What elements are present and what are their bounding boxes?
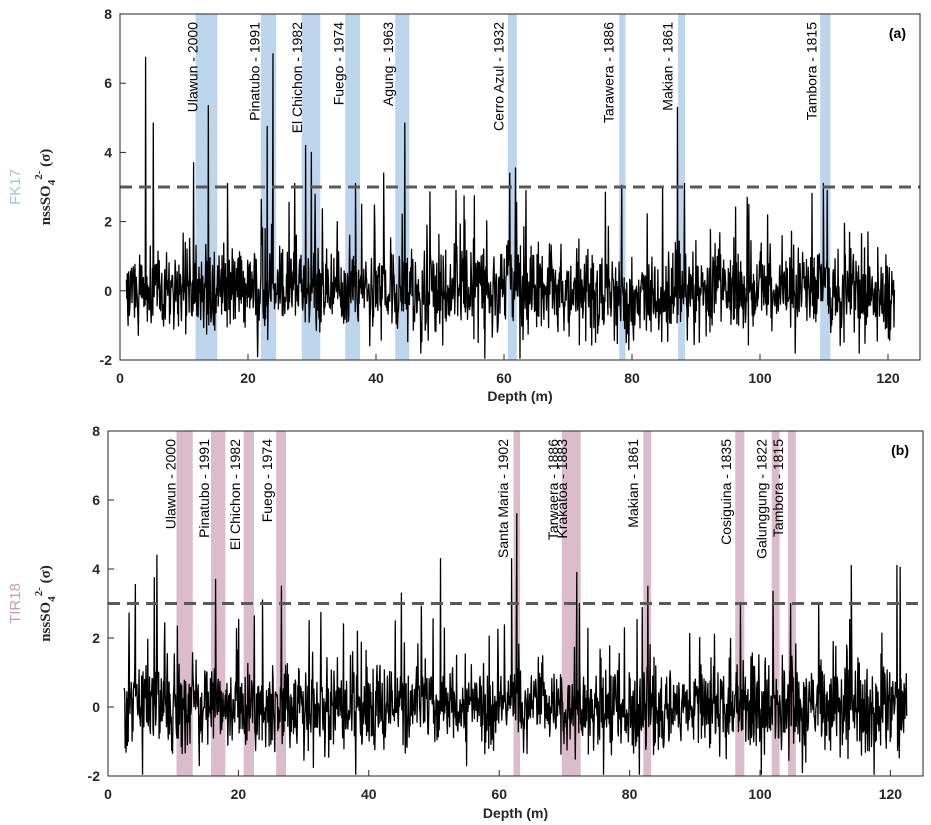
volcano-label: Tarwaera - 1886 [545, 439, 561, 540]
y-tick-label: 8 [92, 423, 100, 439]
x-tick-label: 120 [876, 370, 900, 386]
volcano-label: Ulawun - 2000 [184, 22, 200, 112]
y-axis-label-main: nssSO [38, 185, 54, 225]
y-tick-label: -2 [88, 768, 101, 784]
x-tick-label: 20 [240, 370, 256, 386]
volcano-label: Krakatoa - 1883 [554, 439, 570, 539]
y-axis-label-sup: 2- [33, 170, 45, 180]
y-tick-label: 6 [92, 492, 100, 508]
x-tick-label: 20 [231, 786, 247, 802]
x-tick-label: 60 [496, 370, 512, 386]
y-axis-label: nssSO42- (σ) [33, 149, 58, 226]
signal-series [123, 513, 908, 775]
record-name: FK17 [7, 169, 24, 205]
panel-label: (a) [889, 25, 906, 41]
volcano-label: Ulawun - 2000 [163, 439, 179, 529]
x-axis-label: Depth (m) [487, 388, 552, 404]
x-tick-label: 100 [748, 786, 772, 802]
y-axis-label-sup: 2- [33, 587, 45, 597]
panel-label: (b) [891, 442, 909, 458]
y-axis-label-sub: 4 [46, 596, 58, 602]
volcano-label: Cosiguina - 1835 [718, 439, 734, 545]
volcano-label: Tarawera - 1886 [600, 22, 616, 123]
axes-frame [119, 13, 921, 361]
y-tick-label: 4 [92, 561, 100, 577]
y-axis-label-sub: 4 [46, 179, 58, 185]
x-tick-label: 100 [748, 370, 772, 386]
volcano-label: Galunggung - 1822 [754, 439, 770, 559]
y-tick-label: -2 [100, 352, 113, 368]
event-band [788, 431, 796, 776]
volcano-label: El Chichon - 1982 [289, 22, 305, 134]
volcano-label: Tambora - 1815 [803, 22, 819, 120]
volcano-label: El Chichon - 1982 [227, 439, 243, 551]
x-tick-label: 40 [361, 786, 377, 802]
volcano-label: Pinatubo - 1991 [196, 439, 212, 538]
y-tick-label: 0 [92, 699, 100, 715]
x-tick-label: 120 [879, 786, 903, 802]
y-axis-label: nssSO42- (σ) [33, 565, 58, 642]
record-name: TIR18 [7, 583, 24, 624]
axes-frame [107, 430, 924, 777]
x-tick-label: 80 [624, 370, 640, 386]
y-tick-label: 6 [104, 75, 112, 91]
volcano-label: Makian - 1861 [625, 439, 641, 528]
volcano-label: Fuego - 1974 [259, 439, 275, 522]
x-axis-label: Depth (m) [483, 805, 548, 821]
x-tick-label: 0 [104, 786, 112, 802]
y-axis-label-suffix: (σ) [38, 149, 54, 171]
volcano-label: Pinatubo - 1991 [246, 22, 262, 121]
x-tick-label: 40 [368, 370, 384, 386]
y-axis-label-main: nssSO [38, 602, 54, 642]
signal-series [125, 53, 896, 359]
y-axis-label-suffix: (σ) [38, 565, 54, 587]
y-tick-label: 4 [104, 144, 112, 160]
volcano-label: Fuego - 1974 [331, 22, 347, 105]
volcano-label: Santa Maria - 1902 [495, 439, 511, 558]
y-tick-label: 2 [92, 630, 100, 646]
volcano-label: Makian - 1861 [660, 22, 676, 111]
y-tick-label: 0 [104, 283, 112, 299]
y-tick-label: 2 [104, 214, 112, 230]
volcano-label: Cerro Azul - 1932 [490, 22, 506, 131]
y-tick-label: 8 [104, 6, 112, 22]
x-tick-label: 80 [622, 786, 638, 802]
x-tick-label: 0 [116, 370, 124, 386]
volcano-label: Agung - 1963 [380, 22, 396, 106]
event-band [507, 14, 517, 360]
x-tick-label: 60 [491, 786, 507, 802]
volcano-label: Tambora - 1815 [770, 439, 786, 537]
